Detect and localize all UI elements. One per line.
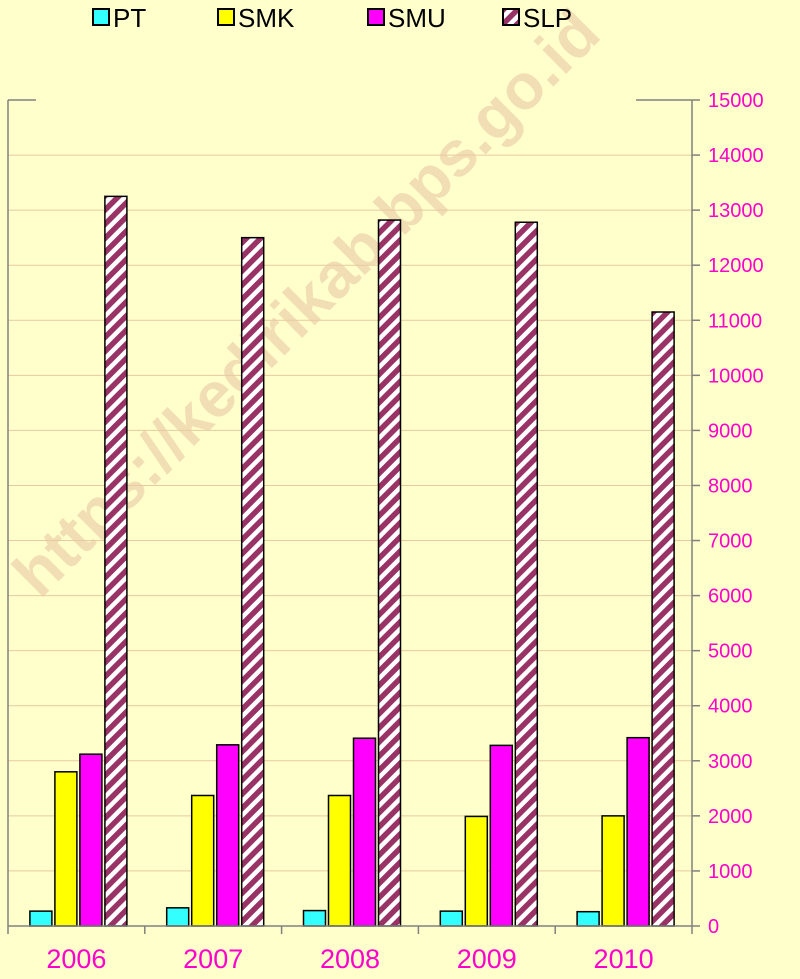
chart-legend: PT SMK SMU SLP [92,3,572,33]
y-tick-label: 8000 [708,475,753,497]
bar-pt-2009 [439,910,464,927]
bar-smk-2009 [464,815,489,927]
bar-slp-2009 [514,221,539,927]
y-tick-label: 2000 [708,806,753,828]
bar-pt-2006 [29,910,53,927]
bar-smu-2008 [352,737,377,927]
bar-pt-2010 [576,910,600,927]
bar-smu-2009 [489,744,514,927]
y-tick-label: 3000 [708,751,753,773]
y-tick-label: 6000 [708,586,753,608]
legend-label-pt: PT [113,3,146,33]
bar-slp-2006 [104,195,128,927]
bar-pt-2008 [302,909,327,927]
y-axis-tick-labels: 0 1000 2000 3000 4000 5000 6000 7000 8000 9000 100… [708,90,764,938]
y-tick-label: 14000 [708,145,764,167]
y-tick-label: 0 [708,916,719,938]
bar-slp-2010 [651,311,675,927]
y-tick-label: 12000 [708,255,764,277]
x-tick-label: 2008 [320,944,380,974]
legend-label-smu: SMU [388,3,446,33]
legend-swatch-pt [92,8,110,26]
bar-smk-2007 [190,794,215,927]
legend-swatch-smu [367,8,385,26]
x-tick-label: 2010 [594,944,654,974]
bar-slp-2008 [377,219,402,927]
bar-slp-2007 [240,236,265,927]
bar-smu-2007 [215,744,240,927]
legend-label-slp: SLP [523,3,572,33]
x-axis-tick-labels: 2006 2007 2008 2009 2010 [46,944,653,974]
y-tick-label: 10000 [708,365,764,387]
bar-smk-2006 [54,771,78,927]
bar-smk-2010 [601,815,625,927]
bar-smu-2006 [79,753,103,927]
chart-axes [7,99,700,934]
y-tick-label: 4000 [708,696,753,718]
y-tick-label: 5000 [708,641,753,663]
x-tick-label: 2006 [46,944,106,974]
bar-smu-2010 [626,736,650,927]
bar-pt-2007 [165,907,190,927]
legend-swatch-slp [502,8,520,26]
bar-smk-2008 [327,794,352,927]
legend-label-smk: SMK [238,3,295,33]
y-tick-label: 15000 [708,90,764,112]
x-tick-label: 2007 [183,944,243,974]
y-tick-label: 13000 [708,200,764,222]
x-tick-label: 2009 [457,944,517,974]
y-tick-label: 7000 [708,531,753,553]
y-tick-label: 11000 [708,310,762,332]
y-tick-label: 9000 [708,420,753,442]
legend-swatch-smk [217,8,235,26]
y-tick-label: 1000 [708,861,753,883]
